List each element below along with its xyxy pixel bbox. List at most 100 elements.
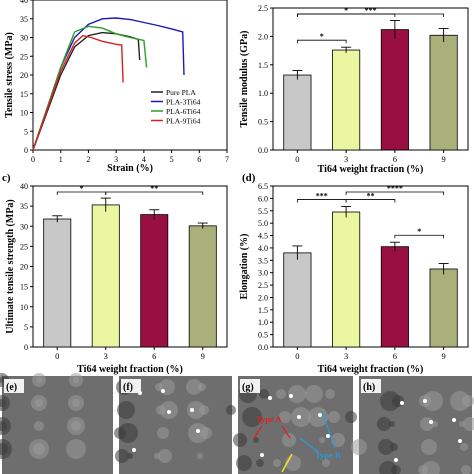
- panel-label-d: (d): [242, 172, 256, 184]
- micrograph-texture: [351, 439, 367, 455]
- y-tick-label: 0.5: [258, 331, 268, 340]
- panel-label-box: [240, 379, 260, 393]
- bar: [380, 29, 409, 151]
- ti64-particle: [260, 453, 264, 457]
- significance-label: ***: [365, 6, 377, 15]
- y-tick-label: 2.0: [258, 32, 268, 41]
- y-tick-label: 0.0: [258, 146, 268, 155]
- micrograph-texture: [157, 427, 169, 439]
- bar: [283, 74, 312, 151]
- y-tick-label: 5.5: [258, 207, 268, 216]
- x-tick-label: 6: [152, 351, 156, 361]
- micrograph-texture: [259, 389, 269, 399]
- micrograph-texture: [68, 395, 84, 411]
- micrograph-texture: [187, 401, 205, 419]
- micrograph-texture: [325, 389, 335, 399]
- y-tick-label: 15: [20, 90, 28, 99]
- significance-bracket: [105, 191, 204, 195]
- micrograph-texture: [242, 407, 262, 427]
- micrograph-row: (e) (f) (g) (h) Type A Type B: [0, 373, 474, 474]
- micrograph-texture: [67, 417, 85, 435]
- x-axis-label: Ti64 weight fraction (%): [318, 164, 424, 175]
- panel-label-box: [4, 379, 24, 393]
- ti64-particle: [423, 399, 427, 403]
- annotation-arrow: [321, 411, 336, 449]
- annotation-arrow: [281, 425, 291, 439]
- micrograph-texture: [345, 411, 357, 423]
- bar: [332, 49, 361, 151]
- bar: [188, 225, 217, 348]
- panel-label: (e): [6, 382, 17, 393]
- annotation-type-a: Type A: [256, 414, 282, 424]
- plot-frame: [272, 7, 469, 151]
- micrograph-texture: [273, 459, 281, 467]
- x-tick-label: 7: [225, 155, 229, 164]
- micrograph-texture: [460, 443, 468, 451]
- panel-label-box: [121, 379, 141, 393]
- micrograph-texture: [305, 385, 323, 403]
- bar: [429, 268, 458, 348]
- micrograph-texture: [35, 399, 43, 407]
- panel-d-bar-chart: 0.0 0.5 1.0 1.5 2.0 2.5 3.0 3.5 4.0 4.5 5.0 5.5 6.0 6…: [239, 182, 469, 375]
- x-axis-label: Ti64 weight fraction (%): [77, 364, 183, 375]
- x-tick-label: 3: [344, 351, 348, 361]
- y-tick-label: 3.5: [258, 256, 268, 265]
- ti64-particle: [190, 408, 194, 412]
- significance-bracket: [394, 234, 445, 239]
- y-tick-label: 20: [20, 263, 28, 272]
- significance-label: *: [320, 32, 324, 41]
- micrograph-texture: [328, 411, 340, 423]
- y-tick-label: 5: [24, 127, 28, 136]
- x-tick-label: 2: [86, 155, 90, 164]
- micrograph-texture: [322, 459, 330, 467]
- micrograph-texture: [282, 433, 296, 447]
- significance-label: *: [417, 227, 421, 236]
- bar: [140, 214, 169, 348]
- bar: [332, 211, 361, 348]
- micrograph-texture: [114, 427, 126, 439]
- x-tick-label: 6: [393, 351, 397, 361]
- annotation-arrow: [253, 425, 263, 439]
- ti64-particle: [289, 394, 293, 398]
- y-tick-label: 5: [24, 323, 28, 332]
- micrograph-texture: [418, 465, 428, 474]
- micrograph-texture: [378, 439, 394, 455]
- micrograph-texture: [463, 417, 474, 431]
- panel-label-box: [361, 379, 381, 393]
- y-axis-label: Ultimate tensile strength (MPa): [5, 199, 16, 334]
- y-tick-label: 1.5: [258, 61, 268, 70]
- ti64-particle: [161, 389, 165, 393]
- micrograph-texture: [279, 411, 291, 423]
- y-tick-label: 0.0: [258, 343, 268, 352]
- x-tick-label: 5: [170, 155, 174, 164]
- y-tick-label: 0: [24, 343, 28, 352]
- y-tick-label: 40: [20, 182, 28, 191]
- y-tick-label: 6.0: [258, 194, 268, 203]
- significance-label: *: [80, 184, 84, 193]
- micrograph-texture: [0, 399, 6, 407]
- significance-label: **: [367, 192, 375, 201]
- significance-label: ****: [387, 184, 403, 193]
- significance-label: *: [344, 6, 348, 15]
- plot-frame: [272, 185, 469, 348]
- y-tick-label: 0: [24, 146, 28, 155]
- panel-label: (g): [242, 382, 254, 393]
- ti64-particle: [452, 418, 456, 422]
- x-tick-label: 9: [442, 351, 446, 361]
- series-line: [32, 25, 148, 151]
- y-tick-label: 1.0: [258, 89, 268, 98]
- ti64-particle: [318, 413, 322, 417]
- y-tick-label: 0.5: [258, 118, 268, 127]
- y-tick-label: 20: [20, 71, 28, 80]
- micrograph-texture: [288, 385, 306, 403]
- micrograph-texture: [154, 453, 160, 459]
- legend-label: PLA-6Ti64: [166, 107, 201, 116]
- legend-label: PLA-3Ti64: [166, 98, 201, 107]
- annotation-arrow: [299, 437, 319, 453]
- panel-label-c: c): [2, 172, 11, 184]
- micrograph-texture: [256, 459, 264, 467]
- ti64-particle: [458, 439, 462, 443]
- micrograph-texture: [117, 401, 135, 419]
